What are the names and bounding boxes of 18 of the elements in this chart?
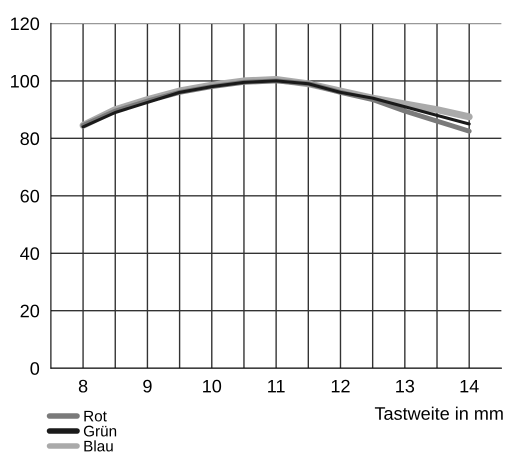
y-tick-label: 20 bbox=[20, 304, 40, 318]
x-tick-label: 14 bbox=[460, 380, 479, 392]
y-tick-label: 40 bbox=[20, 247, 40, 260]
legend-label: Blau bbox=[84, 440, 113, 452]
x-axis-title: Tastweite in mm bbox=[374, 406, 503, 420]
y-tick-label: 100 bbox=[11, 74, 40, 88]
x-tick-label: 12 bbox=[332, 380, 350, 392]
y-tick-label: 0 bbox=[30, 362, 40, 375]
x-tick-label: 10 bbox=[203, 380, 222, 393]
y-tick-label: 60 bbox=[20, 190, 40, 203]
x-tick-label: 11 bbox=[268, 380, 285, 392]
x-tick-label: 13 bbox=[396, 380, 414, 393]
y-tick-label: 80 bbox=[20, 132, 40, 146]
y-tick-label: 120 bbox=[11, 17, 40, 30]
legend-label: Rot bbox=[84, 410, 107, 422]
x-tick-label: 8 bbox=[78, 380, 88, 393]
legend-label: Grün bbox=[84, 426, 116, 437]
x-tick-label: 9 bbox=[143, 380, 152, 393]
